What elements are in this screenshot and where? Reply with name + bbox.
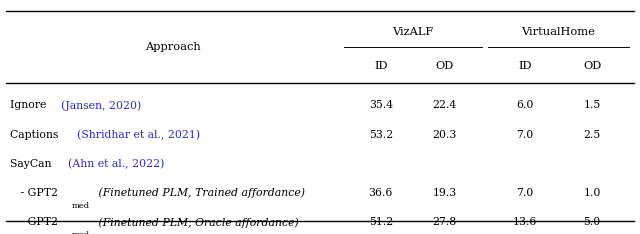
Text: 6.0: 6.0 — [516, 100, 534, 110]
Text: 13.6: 13.6 — [513, 217, 537, 227]
Text: 5.0: 5.0 — [584, 217, 600, 227]
Text: 35.4: 35.4 — [369, 100, 393, 110]
Text: (Ahn et al., 2022): (Ahn et al., 2022) — [68, 159, 164, 169]
Text: Captions: Captions — [10, 130, 61, 139]
Text: 2.5: 2.5 — [584, 130, 600, 139]
Text: ID: ID — [518, 61, 532, 70]
Text: 7.0: 7.0 — [516, 130, 533, 139]
Text: - GPT2: - GPT2 — [10, 188, 58, 198]
Text: 1.0: 1.0 — [583, 188, 601, 198]
Text: 22.4: 22.4 — [433, 100, 457, 110]
Text: 7.0: 7.0 — [516, 188, 533, 198]
Text: OD: OD — [436, 61, 454, 70]
Text: ID: ID — [374, 61, 388, 70]
Text: med: med — [72, 231, 90, 234]
Text: Ignore: Ignore — [10, 100, 49, 110]
Text: - GPT2: - GPT2 — [10, 217, 58, 227]
Text: 27.8: 27.8 — [433, 217, 457, 227]
Text: 1.5: 1.5 — [584, 100, 600, 110]
Text: 51.2: 51.2 — [369, 217, 393, 227]
Text: (Jansen, 2020): (Jansen, 2020) — [61, 100, 141, 111]
Text: 20.3: 20.3 — [433, 130, 457, 139]
Text: Approach: Approach — [145, 42, 201, 52]
Text: (Shridhar et al., 2021): (Shridhar et al., 2021) — [77, 129, 200, 140]
Text: VirtualHome: VirtualHome — [522, 27, 595, 37]
Text: (Finetuned PLM, Trained affordance): (Finetuned PLM, Trained affordance) — [95, 188, 305, 198]
Text: 53.2: 53.2 — [369, 130, 393, 139]
Text: (Finetuned PLM, Oracle affordance): (Finetuned PLM, Oracle affordance) — [95, 217, 299, 228]
Text: 19.3: 19.3 — [433, 188, 457, 198]
Text: med: med — [72, 202, 90, 210]
Text: 36.6: 36.6 — [369, 188, 393, 198]
Text: OD: OD — [583, 61, 601, 70]
Text: VizALF: VizALF — [392, 27, 433, 37]
Text: SayCan: SayCan — [10, 159, 54, 169]
